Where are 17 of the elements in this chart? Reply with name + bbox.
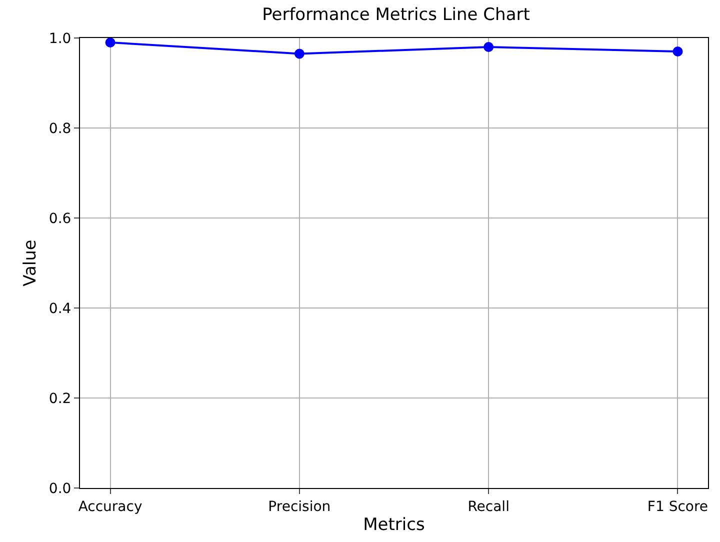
point [672,46,683,56]
y-tick-label: 0.0 [48,480,72,497]
point [105,38,116,48]
x-tick-label: Precision [268,498,331,515]
point [484,42,494,52]
point [294,48,304,59]
y-tick-label: 0.6 [48,210,72,227]
x-tick-label: Accuracy [78,498,142,515]
chart-title: Performance Metrics Line Chart [262,5,530,26]
x-axis-title: Metrics [363,515,425,536]
y-tick-label: 1.0 [48,30,72,47]
y-tick-label: 0.4 [48,300,72,317]
y-axis-title: Value [20,240,40,286]
x-tick-label: Recall [468,498,510,515]
x-tick-label: F1 Score [647,498,708,515]
y-tick-label: 0.8 [48,120,72,137]
y-tick-label: 0.2 [48,390,72,407]
